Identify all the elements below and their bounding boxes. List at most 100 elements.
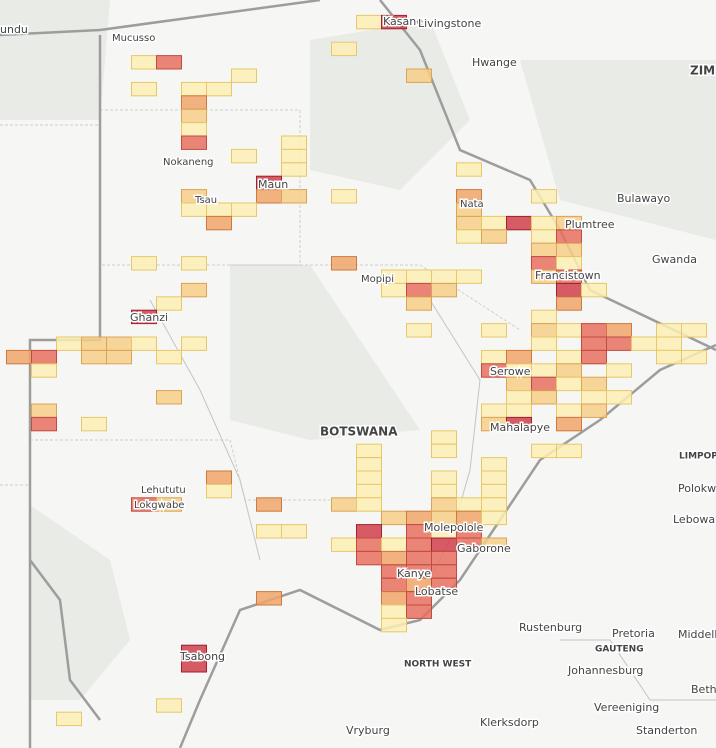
heat-cell — [31, 403, 57, 418]
heat-cell — [131, 55, 157, 70]
heat-cell — [531, 215, 557, 231]
place-label: Lobatse — [415, 585, 458, 598]
heat-cell — [606, 363, 632, 378]
heat-cell — [531, 376, 557, 392]
heat-cell — [356, 497, 382, 512]
heat-cell — [356, 524, 382, 539]
heat-cell — [481, 497, 507, 512]
heat-cell — [381, 537, 407, 552]
heat-cell — [81, 336, 107, 351]
place-label: Klerksdorp — [480, 716, 539, 729]
place-label: Nokaneng — [163, 157, 214, 168]
heat-cell — [431, 537, 457, 552]
heat-cell — [431, 282, 457, 298]
heat-cell — [406, 323, 432, 338]
heat-cell — [156, 497, 182, 512]
heat-cell — [206, 483, 232, 499]
heat-cell — [181, 336, 207, 351]
heat-cell — [581, 349, 607, 365]
heat-cell — [606, 336, 632, 351]
heat-cell — [506, 390, 532, 405]
heat-cell — [6, 349, 32, 365]
heat-cell — [131, 336, 157, 351]
place-label: ZIM — [690, 64, 715, 78]
heat-cell — [556, 242, 582, 258]
heat-cell — [531, 443, 557, 459]
place-label: Lebowa — [673, 513, 715, 526]
heat-cell — [556, 256, 582, 271]
place-label: Hwange — [472, 56, 517, 69]
place-label: Standerton — [636, 724, 697, 737]
heat-cell — [581, 403, 607, 418]
place-label: Betha — [691, 683, 716, 696]
heat-cell — [506, 416, 532, 432]
heat-cell — [381, 550, 407, 566]
heat-cell — [206, 215, 232, 231]
place-label: BOTSWANA — [320, 425, 398, 439]
heat-cell — [431, 269, 457, 284]
place-label: Molepolole — [424, 521, 484, 534]
heat-cell — [281, 148, 307, 164]
heat-cell — [181, 135, 207, 150]
heat-cell — [156, 55, 182, 70]
heat-cell — [581, 282, 607, 298]
heat-cell — [231, 148, 257, 164]
place-label: Rustenburg — [519, 621, 582, 634]
place-label: Maun — [258, 178, 288, 191]
place-label: Gaborone — [457, 542, 511, 555]
heat-cell — [256, 524, 282, 539]
heat-cell — [356, 537, 382, 552]
heat-cell — [256, 497, 282, 512]
place-label: Kanye — [397, 567, 431, 580]
place-label: Livingstone — [418, 17, 481, 30]
heat-cell — [181, 81, 207, 97]
heat-cell — [281, 135, 307, 150]
heat-cell — [256, 591, 282, 606]
heat-cell — [381, 577, 407, 593]
heat-cell — [331, 41, 357, 57]
heat-cell — [506, 349, 532, 365]
place-label: Plumtree — [565, 218, 615, 231]
heat-cell — [631, 336, 657, 351]
heat-cell — [406, 282, 432, 298]
heat-cell — [281, 524, 307, 539]
heat-cell — [556, 376, 582, 392]
heat-cell — [381, 282, 407, 298]
heat-cell — [431, 497, 457, 512]
heat-cell — [31, 349, 57, 365]
heat-cell — [531, 309, 557, 325]
heat-cell — [181, 658, 207, 673]
heat-cell — [456, 497, 482, 512]
heat-cell — [56, 711, 82, 727]
place-label: Bulawayo — [617, 192, 671, 205]
heat-cell — [406, 269, 432, 284]
heat-cell — [156, 296, 182, 311]
place-label: GAUTENG — [595, 645, 644, 655]
heat-cell — [556, 403, 582, 418]
land-areas — [0, 0, 716, 700]
heat-cell — [381, 591, 407, 606]
place-label: Francistown — [535, 269, 601, 282]
place-label: NORTH WEST — [404, 660, 472, 670]
heat-cell — [556, 443, 582, 459]
heat-cell — [506, 215, 532, 231]
heat-cell — [106, 349, 132, 365]
heat-cell — [531, 242, 557, 258]
heat-cell — [431, 550, 457, 566]
heat-cell — [456, 162, 482, 177]
place-label: LIMPOPO — [679, 452, 716, 462]
heat-cell — [206, 81, 232, 97]
heat-cell — [431, 470, 457, 485]
heat-cell — [81, 416, 107, 432]
heat-cell — [231, 68, 257, 83]
heat-cell — [381, 510, 407, 526]
heat-cell — [356, 470, 382, 485]
place-label: Tsabong — [179, 650, 225, 663]
place-label: Polokw — [678, 482, 716, 495]
heat-cell — [381, 617, 407, 633]
heat-cell — [31, 416, 57, 432]
place-label: Gwanda — [652, 253, 697, 266]
heat-cell — [56, 336, 82, 351]
heat-cell — [556, 282, 582, 298]
